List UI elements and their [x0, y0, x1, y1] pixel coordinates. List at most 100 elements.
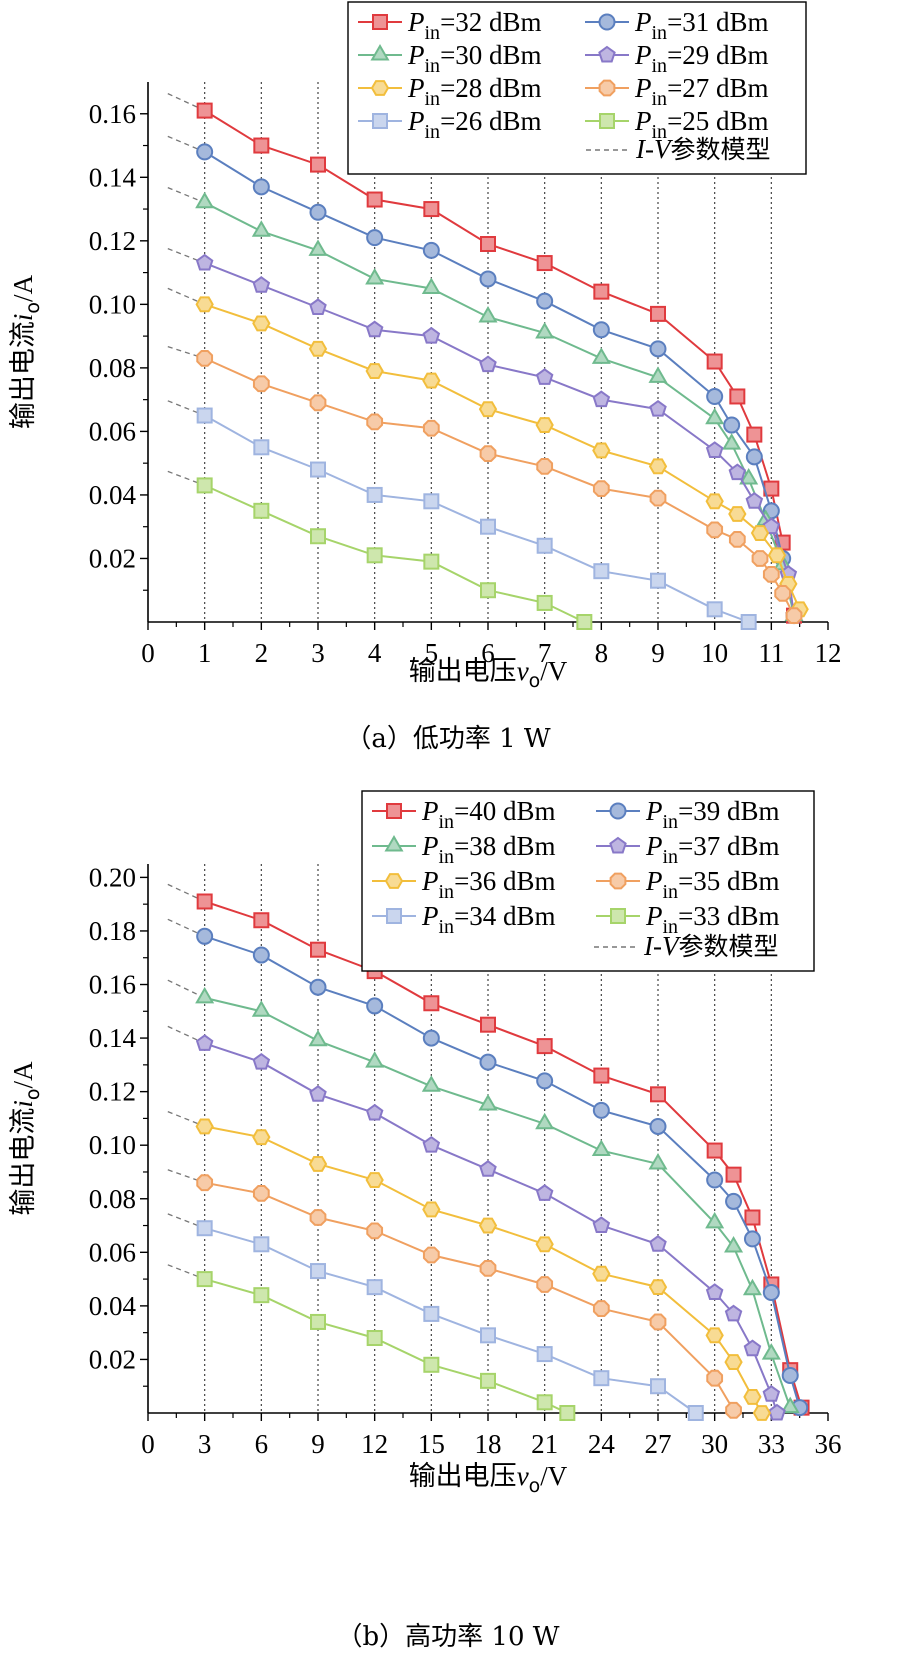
series-pin-35 — [196, 1174, 742, 1419]
data-point — [739, 468, 759, 485]
data-point — [761, 1343, 781, 1360]
x-tick-label: 2 — [255, 638, 269, 668]
data-point — [705, 407, 725, 425]
data-point — [423, 1305, 440, 1322]
data-point — [536, 1346, 553, 1363]
data-point — [310, 528, 326, 545]
data-point — [648, 458, 668, 475]
y-tick-label: 0.02 — [89, 1344, 136, 1374]
data-point — [310, 156, 326, 173]
data-point — [762, 1283, 780, 1301]
data-point — [309, 1209, 327, 1226]
legend-marker — [598, 13, 616, 31]
data-point — [253, 439, 270, 456]
data-point — [480, 1327, 496, 1344]
legend-item-pin-35: Pin=35 dBm — [596, 866, 780, 903]
data-point — [728, 463, 747, 481]
data-point — [365, 363, 384, 379]
y-tick-label: 0.14 — [89, 1023, 137, 1053]
data-point — [743, 1230, 761, 1248]
legend-label: Pin=40 dBm — [421, 796, 556, 833]
data-point — [195, 1034, 214, 1051]
data-point — [366, 1279, 383, 1296]
series-pin-31 — [196, 143, 803, 625]
data-point — [725, 1166, 742, 1183]
data-point — [196, 893, 213, 910]
legend-label: Pin=35 dBm — [645, 866, 780, 903]
series-line — [204, 996, 792, 1408]
y-tick-label: 0.12 — [89, 1077, 136, 1107]
legend-label: Pin=26 dBm — [407, 106, 542, 143]
x-tick-label: 33 — [758, 1429, 785, 1459]
legend-marker — [386, 803, 402, 819]
y-tick-label: 0.20 — [89, 862, 136, 892]
data-point — [592, 321, 610, 339]
data-point — [423, 995, 440, 1012]
data-point — [252, 1185, 270, 1202]
legend-label: Pin=34 dBm — [421, 901, 556, 938]
legend-item-pin-40: Pin=40 dBm — [372, 796, 556, 833]
data-point — [752, 1405, 772, 1421]
y-tick-label: 0.08 — [89, 1184, 136, 1214]
data-point — [728, 506, 747, 522]
data-point — [649, 1313, 667, 1331]
series-pin-33 — [196, 1271, 576, 1421]
data-point — [196, 1174, 214, 1192]
data-point — [196, 1271, 213, 1288]
data-point — [650, 572, 666, 589]
y-tick-label: 0.06 — [89, 1237, 136, 1267]
data-point — [422, 419, 440, 437]
data-point — [743, 1339, 762, 1357]
x-axis-title: 输出电压vo/V — [409, 656, 568, 692]
x-tick-label: 27 — [645, 1429, 672, 1459]
x-tick-label: 3 — [198, 1429, 212, 1459]
data-point — [253, 137, 270, 154]
data-point — [743, 1389, 762, 1405]
x-tick-label: 0 — [141, 638, 155, 668]
data-point — [310, 461, 326, 478]
data-point — [781, 1367, 799, 1385]
data-point — [705, 1327, 724, 1344]
legend: Pin=32 dBm Pin=31 dBm Pin=30 dBm Pin=29 dBm… — [347, 1, 807, 175]
data-point — [649, 340, 667, 358]
data-point — [705, 441, 724, 458]
data-point — [308, 340, 328, 357]
data-point — [706, 601, 723, 618]
data-point — [195, 191, 215, 209]
y-tick-label: 0.18 — [89, 916, 136, 946]
data-point — [592, 1265, 611, 1282]
data-point — [536, 594, 553, 611]
data-point — [365, 267, 385, 285]
data-point — [593, 1370, 610, 1387]
data-point — [196, 102, 213, 119]
x-tick-label: 15 — [418, 1429, 445, 1459]
x-tick-label: 4 — [368, 638, 382, 668]
legend-model-label: I-V参数模型 — [643, 931, 779, 961]
data-point — [536, 1394, 553, 1411]
data-point — [724, 1304, 743, 1322]
series-pin-28 — [195, 296, 809, 618]
model-curve — [167, 1169, 735, 1411]
data-point — [750, 525, 770, 541]
data-point — [478, 306, 498, 323]
data-point — [762, 517, 781, 535]
series-line — [204, 1227, 697, 1414]
y-tick-label: 0.04 — [89, 1291, 137, 1321]
chart-panel-a: 0 1 2 3 4 5 6 7 8 9 10 11 120.020.040.060.080.100.12… — [8, 1, 842, 754]
data-point — [706, 521, 724, 539]
x-tick-label: 21 — [531, 1429, 558, 1459]
series-line — [204, 1278, 568, 1414]
data-point — [251, 220, 271, 237]
data-point — [706, 1369, 724, 1387]
data-point — [479, 1053, 497, 1071]
data-point — [535, 1112, 555, 1130]
legend-item-pin-30: Pin=30 dBm — [358, 40, 542, 77]
series-line — [204, 109, 795, 616]
data-point — [535, 321, 555, 339]
data-point — [592, 480, 610, 497]
data-point — [480, 518, 496, 535]
legend-item-pin-32: Pin=32 dBm — [358, 7, 542, 44]
data-point — [196, 927, 214, 945]
data-point — [592, 1101, 610, 1119]
legend-marker — [598, 79, 616, 97]
